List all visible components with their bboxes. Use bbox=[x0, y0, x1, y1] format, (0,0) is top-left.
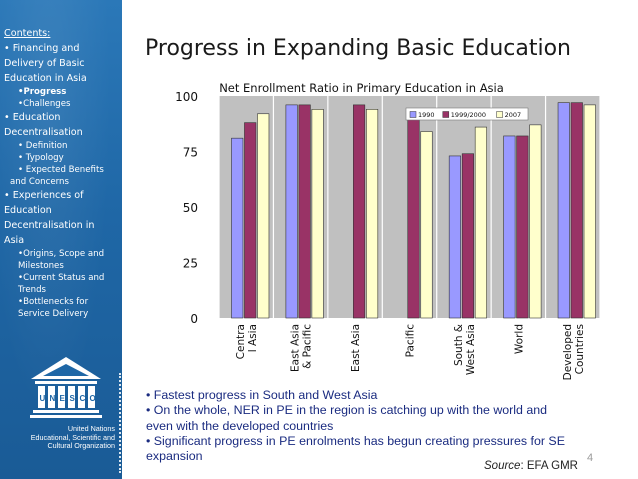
x-category-label: Pacific bbox=[405, 324, 417, 358]
bar-chart: Net Enrollment Ratio in Primary Educatio… bbox=[175, 81, 601, 380]
logo-columns bbox=[38, 386, 95, 408]
y-tick-label: 100 bbox=[175, 90, 198, 104]
x-category-label-line: West Asia bbox=[465, 324, 477, 375]
nav-item[interactable]: • Expected Benefits bbox=[18, 165, 104, 175]
logo-letter: C bbox=[80, 394, 86, 403]
bar-19992000 bbox=[461, 153, 474, 319]
nav-item[interactable]: Decentralisation in bbox=[4, 220, 95, 231]
bar-19992000 bbox=[570, 102, 583, 319]
y-tick-label: 0 bbox=[190, 312, 198, 326]
bullet-list: • Fastest progress in South and West Asi… bbox=[146, 388, 626, 464]
bar-19992000 bbox=[516, 135, 529, 319]
x-category-label-line: South & bbox=[453, 324, 465, 366]
bar-2007 bbox=[311, 109, 324, 319]
y-tick-label: 75 bbox=[183, 146, 198, 160]
bullet-item: • On the whole, NER in PE in the region … bbox=[146, 403, 548, 418]
logo-caption-line: United Nations bbox=[67, 424, 115, 433]
chart-title: Net Enrollment Ratio in Primary Educatio… bbox=[219, 81, 504, 95]
bar-1990 bbox=[557, 102, 570, 319]
bar-1990 bbox=[503, 135, 516, 319]
nav-item[interactable]: • Education bbox=[4, 112, 61, 123]
x-category-label: World bbox=[513, 324, 525, 354]
nav-item[interactable]: • Definition bbox=[18, 141, 68, 151]
x-category-label-line: World bbox=[513, 324, 525, 354]
x-category-label-line: Centra bbox=[235, 324, 247, 359]
legend-swatch bbox=[409, 111, 417, 118]
page-number: 4 bbox=[587, 452, 594, 464]
legend-label: 2007 bbox=[505, 111, 522, 119]
x-category-label-line: Countries bbox=[574, 324, 586, 374]
x-category-label: Central Asia bbox=[235, 324, 259, 359]
bar-19992000 bbox=[298, 104, 311, 319]
nav-items: • Financing and Delivery of Basic Educatio… bbox=[0, 41, 118, 320]
source-value: : EFA GMR bbox=[520, 460, 578, 472]
x-category-label-line: East Asia bbox=[290, 324, 302, 372]
nav-item[interactable]: • Financing and bbox=[4, 43, 80, 54]
nav-item[interactable]: Trends bbox=[18, 285, 46, 295]
bullet-item: expansion bbox=[146, 449, 203, 464]
bar-2007 bbox=[257, 113, 270, 319]
bar-2007 bbox=[529, 124, 542, 319]
x-category-label: DevelopedCountries bbox=[562, 324, 586, 380]
nav-item[interactable]: Delivery of Basic bbox=[4, 58, 85, 69]
source-label: Source bbox=[484, 460, 521, 472]
nav-item[interactable]: Asia bbox=[4, 235, 25, 246]
logo-letter: S bbox=[70, 394, 76, 403]
nav-item[interactable]: • Typology bbox=[18, 153, 64, 163]
bar-19992000 bbox=[244, 122, 257, 319]
sidebar-divider bbox=[119, 373, 122, 473]
logo-letter: O bbox=[90, 394, 96, 403]
x-category-label-line: & Pacific bbox=[302, 324, 314, 369]
contents-nav: Contents: • Financing and Delivery of Bas… bbox=[0, 26, 118, 320]
legend-label: 1999/2000 bbox=[451, 111, 486, 119]
nav-item[interactable]: •Origins, Scope and bbox=[18, 249, 105, 259]
x-category-label: East Asia bbox=[350, 324, 362, 372]
unesco-logo: U N E S C O bbox=[30, 357, 102, 418]
logo-caption: United Nations Educational, Scientific a… bbox=[10, 424, 115, 451]
y-tick-label: 50 bbox=[183, 201, 198, 215]
logo-letter: N bbox=[50, 394, 56, 403]
logo-caption-line: Educational, Scientific and bbox=[30, 432, 115, 442]
bar-2007 bbox=[366, 109, 379, 319]
nav-item[interactable]: •Current Status and bbox=[18, 273, 105, 283]
x-category-label-line: East Asia bbox=[350, 324, 362, 372]
nav-item[interactable]: Service Delivery bbox=[18, 309, 89, 319]
bar-19992000 bbox=[353, 104, 366, 319]
nav-item[interactable]: and Concerns bbox=[10, 177, 69, 187]
nav-item[interactable]: •Bottlenecks for bbox=[18, 297, 89, 307]
x-category-label: South &West Asia bbox=[453, 324, 477, 375]
bar-1990 bbox=[285, 104, 298, 319]
nav-item[interactable]: •Progress bbox=[18, 87, 67, 97]
bar-2007 bbox=[474, 126, 487, 319]
nav-item[interactable]: •Challenges bbox=[18, 99, 71, 109]
nav-item[interactable]: Education bbox=[4, 205, 52, 216]
sidebar: Contents: • Financing and Delivery of Bas… bbox=[0, 0, 122, 479]
legend-swatch bbox=[496, 111, 503, 118]
slide-title: Progress in Expanding Basic Education bbox=[145, 36, 571, 61]
x-category-label: East Asia& Pacific bbox=[290, 324, 314, 372]
bar-2007 bbox=[420, 131, 433, 319]
x-category-label-line: Developed bbox=[562, 324, 574, 380]
bullet-item: • Significant progress in PE enrolments … bbox=[146, 433, 565, 448]
bar-2007 bbox=[583, 104, 596, 319]
logo-letter: E bbox=[60, 394, 66, 403]
bar-19992000 bbox=[407, 117, 420, 319]
y-tick-label: 25 bbox=[183, 257, 198, 271]
logo-caption-line: Cultural Organization bbox=[47, 441, 115, 450]
bullet-item: • Fastest progress in South and West Asi… bbox=[146, 388, 378, 402]
bullet-item: even with the developed countries bbox=[146, 418, 334, 433]
nav-item[interactable]: Decentralisation bbox=[4, 127, 83, 138]
nav-item[interactable]: Education in Asia bbox=[4, 73, 87, 84]
legend-swatch bbox=[442, 111, 450, 118]
source-note: Source: EFA GMR bbox=[484, 460, 578, 472]
logo-letter: U bbox=[40, 394, 46, 403]
x-category-label-line: l Asia bbox=[247, 324, 259, 352]
bar-1990 bbox=[231, 137, 244, 319]
nav-item[interactable]: • Experiences of bbox=[4, 190, 84, 201]
contents-header: Contents: bbox=[4, 28, 51, 39]
bar-1990 bbox=[448, 155, 461, 319]
x-category-label-line: Pacific bbox=[405, 324, 417, 358]
legend-label: 1990 bbox=[418, 111, 435, 119]
nav-item[interactable]: Milestones bbox=[18, 261, 64, 271]
